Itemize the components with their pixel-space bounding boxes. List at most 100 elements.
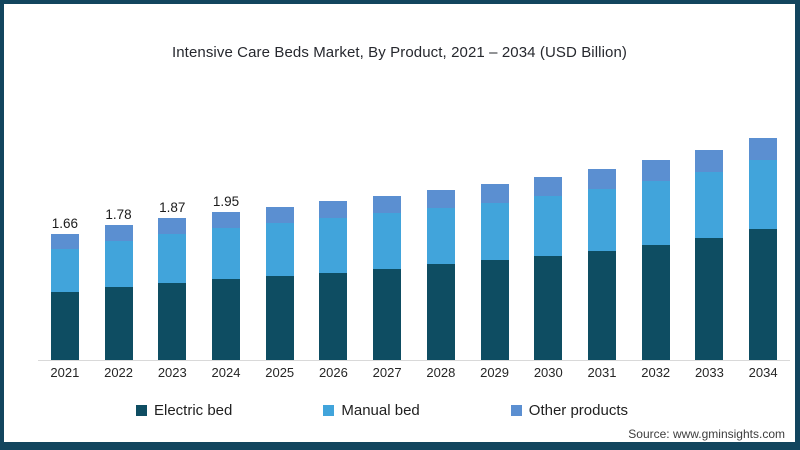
bar-segment-2024-other-products (211, 211, 240, 228)
bar-total-label-2022: 1.78 (105, 206, 132, 222)
bar-slot-2030 (521, 104, 575, 360)
bar-segment-2027-manual-bed (373, 213, 402, 269)
bar-segment-2026-manual-bed (319, 217, 348, 273)
electric-bed-swatch-icon (136, 405, 147, 416)
legend: Electric bed Manual bed Other products (136, 402, 628, 419)
x-axis-label-2029: 2029 (480, 365, 510, 380)
bar-segment-2031-electric-bed (587, 250, 616, 360)
stacked-bar-2023 (158, 217, 187, 360)
bar-slot-2023: 1.87 (145, 104, 199, 360)
bar-segment-2022-electric-bed (104, 287, 133, 360)
legend-label: Manual bed (341, 402, 420, 419)
x-axis-label-2025: 2025 (265, 365, 295, 380)
bar-segment-2028-manual-bed (426, 208, 455, 265)
stacked-bar-2029 (480, 183, 509, 360)
stacked-bar-2031 (587, 169, 616, 360)
bar-segment-2025-other-products (265, 206, 294, 224)
x-axis-label-2031: 2031 (587, 365, 617, 380)
bar-segment-2028-other-products (426, 189, 455, 209)
legend-label: Electric bed (154, 402, 233, 419)
stacked-bar-2022 (104, 224, 133, 360)
bar-segment-2030-electric-bed (534, 255, 563, 360)
chart-title: Intensive Care Beds Market, By Product, … (171, 44, 628, 61)
bar-slot-2031 (575, 104, 629, 360)
stacked-bar-2024 (211, 211, 240, 360)
bar-segment-2030-other-products (534, 176, 563, 196)
bar-segment-2025-manual-bed (265, 223, 294, 276)
source-attribution: Source: www.gminsights.com (628, 427, 785, 441)
x-axis-label-2032: 2032 (641, 365, 671, 380)
bar-segment-2029-other-products (480, 183, 509, 203)
bar-segment-2031-manual-bed (587, 189, 616, 251)
bar-segment-2022-manual-bed (104, 240, 133, 287)
bar-segment-2029-manual-bed (480, 202, 509, 261)
bar-slot-2024: 1.95 (199, 104, 253, 360)
stacked-bar-2030 (534, 176, 563, 360)
bar-segment-2026-electric-bed (319, 272, 348, 360)
bar-total-label-2024: 1.95 (212, 193, 240, 209)
bar-total-label-2023: 1.87 (159, 199, 186, 215)
bar-total-label-2021: 1.66 (51, 215, 78, 231)
bar-segment-2032-other-products (641, 160, 670, 181)
bar-slot-2032 (629, 104, 683, 360)
other-products-swatch-icon (510, 405, 522, 416)
legend-item-manual-bed: Manual bed (323, 402, 420, 419)
bar-segment-2022-other-products (104, 224, 133, 241)
legend-label: Other products (528, 402, 628, 419)
bar-segment-2033-electric-bed (695, 237, 724, 360)
stacked-bar-2027 (373, 195, 402, 360)
x-axis-label-2026: 2026 (318, 365, 348, 380)
bar-slot-2022: 1.78 (92, 104, 146, 360)
bar-segment-2034-electric-bed (749, 229, 778, 360)
bar-segment-2021-manual-bed (50, 249, 79, 293)
bar-segment-2034-other-products (749, 138, 778, 161)
bar-segment-2023-manual-bed (158, 233, 187, 283)
plot-area: 1.66 1.78 1.87 1.95 (38, 104, 790, 361)
bar-segment-2026-other-products (319, 201, 348, 218)
bar-segment-2033-manual-bed (695, 171, 724, 238)
bar-segment-2025-electric-bed (265, 275, 294, 360)
bar-slot-2034 (736, 104, 790, 360)
bar-segment-2029-electric-bed (480, 260, 509, 360)
bar-segment-2032-manual-bed (641, 180, 670, 245)
stacked-bar-2033 (695, 149, 724, 360)
x-axis-label-2028: 2028 (426, 365, 456, 380)
bar-slot-2025 (253, 104, 307, 360)
x-axis-label-2027: 2027 (372, 365, 402, 380)
bar-segment-2027-electric-bed (373, 268, 402, 360)
x-axis-label-2024: 2024 (211, 365, 241, 380)
x-axis-label-2033: 2033 (694, 365, 724, 380)
x-axis-label-2023: 2023 (157, 365, 187, 380)
bar-segment-2033-other-products (695, 149, 724, 172)
bar-segment-2024-manual-bed (211, 227, 240, 279)
bar-segment-2028-electric-bed (426, 264, 455, 360)
bar-segment-2021-other-products (50, 233, 79, 250)
stacked-bar-2034 (749, 138, 778, 360)
bar-segment-2034-manual-bed (749, 160, 778, 230)
bar-slot-2028 (414, 104, 468, 360)
x-axis-labels: 2021 2022 2023 2024 2025 2026 2027 2028 2029 2030… (38, 365, 790, 383)
bar-segment-2023-other-products (158, 217, 187, 234)
legend-item-electric-bed: Electric bed (136, 402, 232, 419)
bar-slot-2027 (360, 104, 414, 360)
bar-segment-2021-electric-bed (50, 292, 79, 360)
stacked-bar-2026 (319, 201, 348, 360)
bar-segment-2030-manual-bed (534, 195, 563, 256)
manual-bed-swatch-icon (323, 405, 335, 416)
legend-item-other-products: Other products (510, 402, 628, 419)
stacked-bar-2028 (426, 189, 455, 360)
bar-segment-2027-other-products (373, 195, 402, 214)
bar-slot-2029 (468, 104, 522, 360)
stacked-bar-2032 (641, 160, 670, 360)
x-axis-label-2034: 2034 (748, 365, 778, 380)
x-axis-label-2030: 2030 (533, 365, 563, 380)
bar-segment-2023-electric-bed (158, 282, 187, 360)
stacked-bar-2021 (50, 233, 79, 360)
x-axis-label-2021: 2021 (50, 365, 80, 380)
bar-segment-2024-electric-bed (211, 278, 240, 360)
bar-slot-2033 (683, 104, 737, 360)
bar-slot-2026 (307, 104, 361, 360)
bar-slot-2021: 1.66 (38, 104, 92, 360)
bar-segment-2031-other-products (587, 169, 616, 190)
